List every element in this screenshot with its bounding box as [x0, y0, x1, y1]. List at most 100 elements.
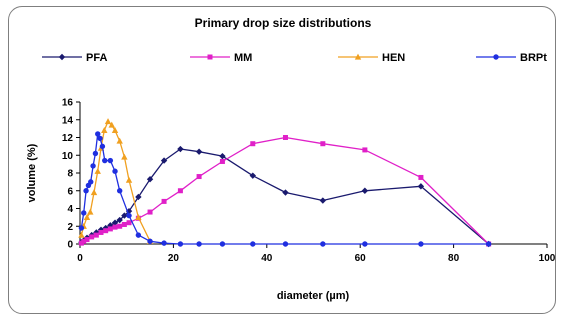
- data-point-mm: [112, 224, 118, 230]
- data-point-brpt: [99, 143, 106, 150]
- chart-title: Primary drop size distributions: [195, 16, 372, 30]
- data-point-mm: [117, 223, 123, 229]
- legend-label-mm: MM: [234, 52, 252, 64]
- data-point-pfa: [249, 172, 256, 179]
- data-point-hen: [135, 213, 142, 220]
- data-point-brpt: [282, 241, 289, 247]
- legend-label-hen: HEN: [382, 52, 405, 64]
- x-tick-label: 80: [448, 253, 460, 264]
- data-point-mm: [196, 174, 202, 180]
- data-point-brpt: [102, 157, 108, 164]
- data-point-hen: [94, 167, 101, 174]
- x-tick-label: 0: [77, 253, 83, 264]
- y-tick-label: 2: [67, 222, 73, 233]
- data-point-pfa: [111, 219, 119, 226]
- legend-marker-brpt: [493, 54, 499, 60]
- data-point-mm: [126, 220, 132, 226]
- legend-label-brpt: BRPt: [520, 52, 547, 64]
- legend-item-brpt: BRPt: [476, 52, 547, 64]
- data-point-hen: [121, 153, 128, 160]
- data-point-mm: [282, 135, 288, 140]
- data-point-mm: [147, 209, 153, 215]
- legend-item-mm: MM: [190, 52, 252, 64]
- legend-marker-hen: [354, 53, 362, 60]
- series-mm: [78, 135, 492, 247]
- y-tick-label: 0: [67, 240, 73, 251]
- series-line-pfa: [80, 148, 490, 245]
- data-point-hen: [116, 137, 123, 144]
- legend-item-pfa: PFA: [42, 52, 107, 64]
- data-point-brpt: [219, 241, 226, 247]
- data-point-mm: [103, 228, 109, 234]
- x-ticks: 0 20 40 60 80 100: [77, 244, 556, 264]
- data-point-mm: [161, 198, 167, 204]
- data-point-brpt: [250, 241, 256, 247]
- data-point-pfa: [219, 152, 226, 160]
- data-point-pfa: [195, 148, 203, 155]
- data-point-brpt: [196, 241, 202, 247]
- axes: [79, 102, 547, 245]
- data-point-pfa: [417, 183, 425, 190]
- y-tick-label: 8: [67, 169, 73, 180]
- data-point-mm: [121, 221, 127, 227]
- data-point-pfa: [160, 157, 168, 164]
- data-point-brpt: [81, 210, 87, 216]
- legend-item-hen: HEN: [338, 52, 405, 64]
- y-ticks: 0 2 4 6 8 10 12 14 16: [62, 98, 80, 251]
- x-tick-label: 100: [539, 253, 556, 264]
- data-point-brpt: [116, 188, 123, 194]
- x-tick-label: 60: [355, 253, 367, 264]
- data-point-brpt: [92, 150, 99, 157]
- series-line-hen: [80, 120, 151, 242]
- data-point-mm: [98, 229, 104, 235]
- data-point-hen: [111, 127, 119, 133]
- data-point-pfa: [121, 212, 128, 219]
- legend-label-pfa: PFA: [86, 52, 107, 64]
- data-point-hen: [90, 189, 98, 196]
- data-point-brpt: [88, 179, 94, 185]
- data-point-brpt: [362, 241, 368, 247]
- data-point-brpt: [147, 238, 153, 245]
- data-point-brpt: [418, 241, 424, 247]
- y-axis-title: volume (%): [26, 143, 38, 202]
- data-point-pfa: [116, 216, 123, 224]
- y-tick-label: 6: [67, 186, 73, 197]
- data-point-hen: [108, 121, 115, 128]
- y-tick-label: 10: [62, 151, 74, 162]
- x-tick-label: 20: [168, 253, 180, 264]
- data-point-mm: [320, 141, 326, 147]
- data-point-brpt: [95, 131, 101, 137]
- data-point-mm: [107, 226, 113, 232]
- data-point-mm: [418, 174, 424, 180]
- data-point-brpt: [485, 241, 492, 247]
- data-point-pfa: [319, 197, 327, 204]
- data-point-pfa: [135, 193, 142, 201]
- data-point-hen: [101, 127, 108, 133]
- y-tick-label: 14: [62, 115, 74, 126]
- series-line-brpt: [80, 133, 489, 245]
- data-point-brpt: [97, 135, 103, 142]
- data-point-mm: [362, 147, 368, 153]
- data-point-hen: [78, 231, 85, 238]
- data-point-pfa: [361, 187, 369, 194]
- x-axis-title: diameter (µm): [277, 290, 350, 302]
- data-point-mm: [177, 188, 183, 194]
- data-point-brpt: [107, 157, 114, 164]
- legend-marker-mm: [207, 54, 213, 60]
- y-tick-label: 4: [67, 204, 73, 215]
- data-point-mm: [89, 234, 95, 240]
- data-point-brpt: [83, 188, 89, 194]
- data-point-brpt: [135, 232, 142, 238]
- data-point-mm: [250, 141, 256, 147]
- legend: PFA MM HEN BRPt: [42, 52, 547, 64]
- data-point-brpt: [161, 240, 167, 246]
- data-point-brpt: [320, 241, 326, 247]
- plot-area: [78, 118, 492, 248]
- data-point-brpt: [78, 225, 85, 231]
- data-point-hen: [104, 118, 112, 125]
- data-point-pfa: [146, 176, 154, 183]
- data-point-mm: [84, 237, 90, 243]
- data-point-hen: [83, 213, 91, 220]
- data-point-mm: [219, 158, 225, 164]
